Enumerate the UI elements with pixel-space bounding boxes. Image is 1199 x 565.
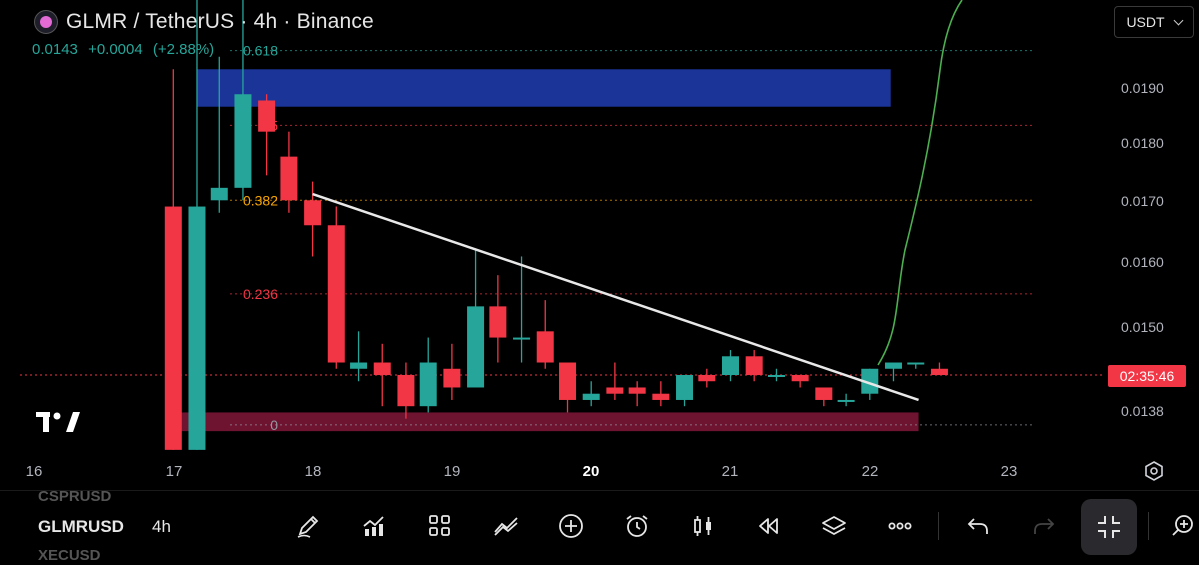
candle-body <box>791 375 809 382</box>
coin-logo-icon <box>34 10 58 34</box>
price-tick: 0.0150 <box>1121 319 1164 335</box>
price-tick: 0.0190 <box>1121 80 1164 96</box>
price-quote: 0.0143 +0.0004 (+2.88%) <box>32 41 220 58</box>
candle-body <box>280 156 298 201</box>
candle-body <box>258 100 276 132</box>
candle-body <box>582 393 600 400</box>
date-tick: 17 <box>165 463 183 480</box>
price-change: +0.0004 <box>88 41 143 58</box>
date-tick: 20 <box>582 463 600 480</box>
candle-body <box>837 399 855 402</box>
exit-fullscreen-button[interactable] <box>1081 499 1137 555</box>
layers-icon[interactable] <box>818 510 850 542</box>
zoom-icon[interactable] <box>1166 510 1199 542</box>
symbol-title[interactable]: GLMR / TetherUS · 4h · Binance <box>66 10 374 33</box>
fib-level-label: 0.236 <box>243 286 278 302</box>
date-tick: 19 <box>443 463 461 480</box>
watchlist-next-symbol[interactable]: XECUSD <box>38 547 101 564</box>
fib-level-label: 0 <box>270 417 278 433</box>
price-tick: 0.0138 <box>1121 403 1164 419</box>
date-tick: 18 <box>304 463 322 480</box>
candle-body <box>419 362 437 407</box>
last-price: 0.0143 <box>32 41 78 58</box>
currency-selector[interactable]: USDT <box>1114 6 1194 38</box>
candle-body <box>373 362 391 375</box>
candle-body <box>907 362 925 365</box>
candle-body <box>861 368 879 394</box>
candle-body <box>489 306 507 338</box>
candle-body <box>884 362 902 369</box>
currency-label: USDT <box>1126 14 1165 30</box>
candle-body <box>606 387 624 394</box>
candle-body <box>815 387 833 400</box>
pencil-icon[interactable] <box>292 510 324 542</box>
candle-body <box>443 368 461 388</box>
price-tick: 0.0170 <box>1121 193 1164 209</box>
fib-level-label: 0.618 <box>243 43 278 59</box>
compare-icon[interactable] <box>490 510 522 542</box>
timeframe-label[interactable]: 4h <box>152 517 171 536</box>
candle-body <box>536 331 554 363</box>
exit-fullscreen-icon <box>1098 516 1120 538</box>
candle-body <box>513 337 531 340</box>
candle-body <box>559 362 577 400</box>
undo-icon[interactable] <box>962 510 994 542</box>
candle-body <box>628 387 646 394</box>
price-change-pct: (+2.88%) <box>152 41 215 58</box>
candle-body <box>652 393 670 400</box>
price-tick: 0.0180 <box>1121 135 1164 151</box>
candle-body <box>327 225 345 363</box>
candle-body <box>188 206 206 450</box>
bottom-toolbar <box>0 490 1199 565</box>
chart-header: GLMR / TetherUS · 4h · Binance <box>34 10 374 34</box>
toolbar-divider <box>938 512 939 540</box>
price-zone <box>196 69 891 107</box>
trendline <box>312 192 919 402</box>
candle-body <box>397 375 415 407</box>
candle-body <box>210 187 228 201</box>
candle-body <box>767 375 785 377</box>
date-tick: 16 <box>25 463 43 480</box>
candle-body <box>930 368 948 375</box>
price-tick: 0.0160 <box>1121 254 1164 270</box>
more-icon[interactable] <box>884 510 916 542</box>
candle-body <box>745 356 763 375</box>
candle-body <box>676 375 694 400</box>
candle-body <box>304 200 322 226</box>
candle-body <box>698 375 716 382</box>
date-tick: 22 <box>861 463 879 480</box>
chevron-down-icon <box>1173 15 1184 25</box>
fib-level-label: 0.382 <box>243 192 278 208</box>
layouts-icon[interactable] <box>424 510 456 542</box>
date-tick: 21 <box>721 463 739 480</box>
candle-body <box>722 356 739 375</box>
candle-body <box>467 306 485 388</box>
replay-icon[interactable] <box>752 510 784 542</box>
add-icon[interactable] <box>555 510 587 542</box>
settings-icon[interactable] <box>1144 461 1164 481</box>
candle-body <box>350 362 368 369</box>
current-price-countdown: 02:35:46 <box>1108 365 1186 387</box>
candle-body <box>234 94 252 188</box>
date-tick: 23 <box>1000 463 1018 480</box>
candles-icon[interactable] <box>687 510 719 542</box>
watchlist-prev-symbol[interactable]: CSPRUSD <box>38 488 112 505</box>
candle-body <box>164 206 182 450</box>
redo-icon[interactable] <box>1028 510 1060 542</box>
tradingview-logo-icon <box>36 412 80 432</box>
indicators-icon[interactable] <box>358 510 390 542</box>
alert-clock-icon[interactable] <box>621 510 653 542</box>
watchlist-current-symbol[interactable]: GLMRUSD <box>38 517 124 536</box>
toolbar-divider <box>1148 512 1149 540</box>
price-zone <box>173 412 919 432</box>
projection-path <box>877 0 963 366</box>
